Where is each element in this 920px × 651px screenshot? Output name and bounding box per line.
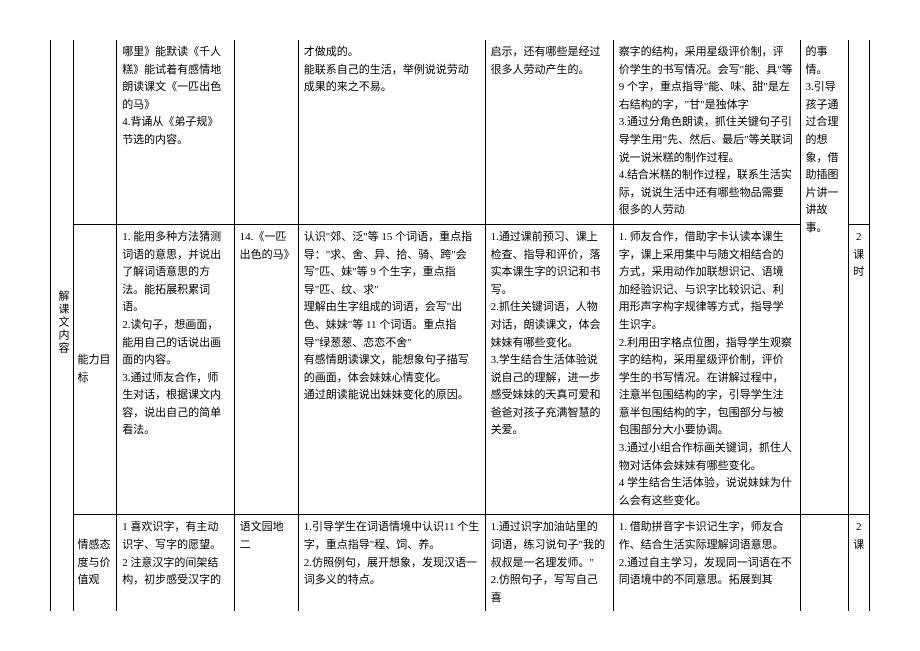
row3-c3: 语文园地二: [234, 515, 298, 611]
row1-label: [74, 40, 117, 224]
row1-c4: 才做成的。能联系自己的生活，举例说说劳动成果的来之不易。: [298, 40, 485, 224]
row3-c7: [800, 515, 848, 611]
row2-label: 能力目标: [74, 224, 117, 515]
row1-c6: 察字的结构，采用星级评价制，评价学生的书写情况。会写"能、具"等 9 个字，重点…: [613, 40, 800, 224]
row2-c6: 1. 师友合作，借助字卡认读本课生字，课上采用集中与随文相结合的方式，采用动作加…: [613, 224, 800, 515]
row1-c3: [234, 40, 298, 224]
row3-c4: 1.引导学生在词语情境中认识11 个生字，重点指导"程、饲、养。2.仿照例句，展…: [298, 515, 485, 611]
row3-label: 情感态度与价值观: [74, 515, 117, 611]
row2-c3: 14.《一匹出色的马》: [234, 224, 298, 515]
side-heading-cell: 解课文内容: [51, 40, 74, 611]
row1-c5: 启示，还有哪些是经过很多人劳动产生的。: [485, 40, 613, 224]
row1-c8: [848, 40, 869, 224]
row3-c8: 2课: [848, 515, 869, 611]
row2-c4: 认识"郊、泛"等 15 个词语，重点指导："求、舍、异、拾、骑、跨"会写"匹、妹…: [298, 224, 485, 515]
side-heading: 解课文内容: [53, 290, 71, 355]
row1-c2: 哪里》能默读《千人糕》能试着有感情地朗读课文《一匹出色的马》4.背诵从《弟子规》…: [117, 40, 234, 224]
row3-c5: 1.通过识字加油站里的词语，练习说句子"我的叔叔是一名理发师。"2.仿照句子，写…: [485, 515, 613, 611]
row2-c5: 1.通过课前预习、课上检查、指导和评价，落实本课生字的识记和书写。2.抓住关键词…: [485, 224, 613, 515]
row3-c2: 1 喜欢识字，有主动识字、写字的愿望。2 注意汉字的间架结构，初步感受汉字的: [117, 515, 234, 611]
row2-c8: 2课时: [848, 224, 869, 515]
row2-c2: 1. 能用多种方法猜测词语的意思，并说出了解词语意思的方法。能拓展积累词语。2.…: [117, 224, 234, 515]
row3-c6: 1. 借助拼音字卡识记生字，师友合作、结合生活实际理解词语意思。2.通过自主学习…: [613, 515, 800, 611]
row1-c7: 的事情。3.引导孩子通过合理的想象，借助插图片讲一讲故事。: [800, 40, 848, 515]
